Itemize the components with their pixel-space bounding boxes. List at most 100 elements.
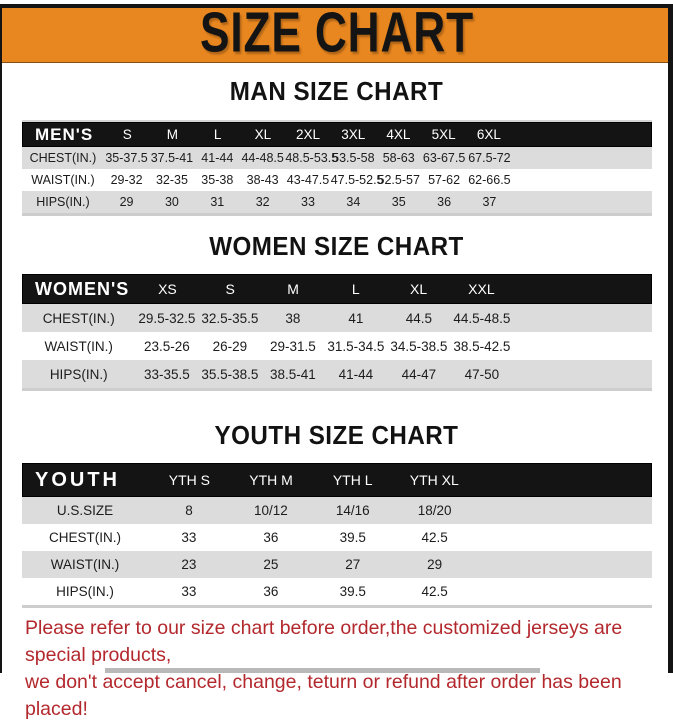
size-value-cell: 41-44 <box>338 366 374 382</box>
size-value-cell: 29-31.5 <box>269 338 316 354</box>
size-value-cell: 48.5-53.5 <box>285 151 339 165</box>
size-value-cell: 44.5-48.5 <box>453 310 511 326</box>
column-header: S <box>122 127 132 142</box>
column-header: XL <box>410 281 428 297</box>
size-value-cell: 32-35 <box>155 173 188 187</box>
size-value-cell: 53.5-58 <box>332 151 375 165</box>
size-value-cell: 57-62 <box>428 173 461 187</box>
table-row: WAIST(IN.) 23 25 27 29 <box>22 551 652 578</box>
size-value-cell: 38.5-41 <box>269 366 316 382</box>
table-row: CHEST(IN.) 35-37.5 37.5-41 41-44 44-48.5 48.5… <box>22 147 652 169</box>
column-header: L <box>351 281 360 297</box>
size-value-cell: 33 <box>301 195 315 209</box>
column-header: 5XL <box>431 127 456 142</box>
column-header: M <box>287 281 299 297</box>
size-value-cell: 33 <box>181 584 197 599</box>
size-value-cell: 23.5-26 <box>143 338 190 354</box>
men-table-header-row: MEN'S S M L XL 2XL 3XL 4XL 5XL 6XL <box>22 122 652 147</box>
column-header: YTH L <box>332 472 373 488</box>
size-value-cell: 26-29 <box>212 338 248 354</box>
column-header: 4XL <box>386 127 411 142</box>
size-value-cell: 36 <box>437 195 452 209</box>
size-value-cell: 35-37.5 <box>105 151 148 165</box>
size-value-cell: 38.5-42.5 <box>453 338 511 354</box>
size-value-cell: 34 <box>346 195 361 209</box>
size-value-cell: 36 <box>263 584 279 599</box>
size-value-cell: 63-67.5 <box>422 151 466 165</box>
men-size-table: MEN'S S M L XL 2XL 3XL 4XL 5XL 6XL CHEST(IN.) 35-37… <box>22 120 652 216</box>
column-header: XS <box>158 281 177 297</box>
column-header: M <box>166 127 179 142</box>
size-value-cell: 33-35.5 <box>143 366 190 382</box>
size-value-cell: 34.5-38.5 <box>390 338 448 354</box>
column-header: YTH S <box>168 472 211 488</box>
size-value-cell: 38-43 <box>246 173 279 187</box>
women-group-label: WOMEN'S <box>35 278 130 299</box>
size-value-cell: 27 <box>345 557 361 572</box>
size-value-cell: 44-48.5 <box>241 151 284 165</box>
row-label: HIPS(IN.) <box>56 584 114 599</box>
men-section-heading: MAN SIZE CHART <box>229 76 444 106</box>
size-value-cell: 30 <box>164 195 179 209</box>
size-value-cell: 25 <box>263 557 279 572</box>
size-value-cell: 32 <box>255 195 270 209</box>
table-row: WAIST(IN.) 23.5-26 26-29 29-31.5 31.5-34.5 34… <box>22 332 652 360</box>
size-value-cell: 41 <box>348 310 364 326</box>
size-value-cell: 35.5-38.5 <box>201 366 259 382</box>
size-value-cell: 62-66.5 <box>468 173 511 187</box>
page-title: SIZE CHART <box>199 1 474 65</box>
youth-table-header-row: YOUTH YTH S YTH M YTH L YTH XL <box>22 463 652 497</box>
size-value-cell: 39.5 <box>339 584 366 599</box>
row-label: U.S.SIZE <box>56 503 114 518</box>
size-value-cell: 47.5-52.5 <box>330 173 384 187</box>
size-value-cell: 37.5-41 <box>150 151 194 165</box>
size-value-cell: 38 <box>285 310 301 326</box>
size-value-cell: 32.5-35.5 <box>201 310 259 326</box>
size-value-cell: 52.5-57 <box>377 173 420 187</box>
table-row: HIPS(IN.) 33-35.5 35.5-38.5 38.5-41 41-44 44-… <box>22 360 652 388</box>
size-value-cell: 31.5-34.5 <box>327 338 385 354</box>
table-row: WAIST(IN.) 29-32 32-35 35-38 38-43 43-47.5 47.… <box>22 169 652 191</box>
column-header: L <box>213 127 222 142</box>
size-value-cell: 47-50 <box>464 366 500 382</box>
table-row: HIPS(IN.) 29 30 31 32 33 34 35 36 37 <box>22 191 652 213</box>
size-value-cell: 36 <box>263 530 279 545</box>
row-label: HIPS(IN.) <box>36 195 90 209</box>
women-section-heading: WOMEN SIZE CHART <box>209 231 464 261</box>
frame-right-bar <box>668 4 673 673</box>
size-value-cell: 39.5 <box>339 530 366 545</box>
size-value-cell: 44.5 <box>405 310 433 326</box>
column-header: 6XL <box>476 127 501 142</box>
frame-top-bar <box>0 4 673 8</box>
column-header: XL <box>254 127 272 142</box>
size-value-cell: 31 <box>210 195 225 209</box>
size-value-cell: 10/12 <box>253 503 288 518</box>
size-value-cell: 29 <box>119 195 134 209</box>
youth-section-heading: YOUTH SIZE CHART <box>214 420 459 450</box>
table-row: CHEST(IN.) 29.5-32.5 32.5-35.5 38 41 44.5 44.5… <box>22 304 652 332</box>
size-value-cell: 23 <box>181 557 197 572</box>
row-label: WAIST(IN.) <box>50 557 120 572</box>
column-header: YTH M <box>249 472 293 488</box>
women-table-header-row: WOMEN'S XS S M L XL XXL <box>22 274 652 304</box>
column-header: 2XL <box>296 127 321 142</box>
men-group-label: MEN'S <box>35 124 94 144</box>
order-policy-line1: Please refer to our size chart before or… <box>25 617 623 666</box>
size-value-cell: 35 <box>391 195 406 209</box>
column-header: YTH XL <box>409 472 459 488</box>
youth-group-label: YOUTH <box>35 468 120 491</box>
size-value-cell: 8 <box>185 503 193 518</box>
size-value-cell: 29-32 <box>110 173 143 187</box>
size-value-cell: 42.5 <box>421 530 448 545</box>
table-row: CHEST(IN.) 33 36 39.5 42.5 <box>22 524 652 551</box>
title-banner: SIZE CHART <box>0 4 673 63</box>
table-row: HIPS(IN.) 33 36 39.5 42.5 <box>22 578 652 605</box>
size-value-cell: 42.5 <box>421 584 448 599</box>
size-value-cell: 14/16 <box>335 503 370 518</box>
youth-size-table: YOUTH YTH S YTH M YTH L YTH XL U.S.SIZE 8 10/12… <box>22 463 652 608</box>
size-value-cell: 18/20 <box>417 503 452 518</box>
row-label: WAIST(IN.) <box>44 338 113 354</box>
row-label: WAIST(IN.) <box>31 173 95 187</box>
size-value-cell: 41-44 <box>201 151 234 165</box>
order-policy-line2: we don't accept cancel, change, teturn o… <box>25 671 622 720</box>
